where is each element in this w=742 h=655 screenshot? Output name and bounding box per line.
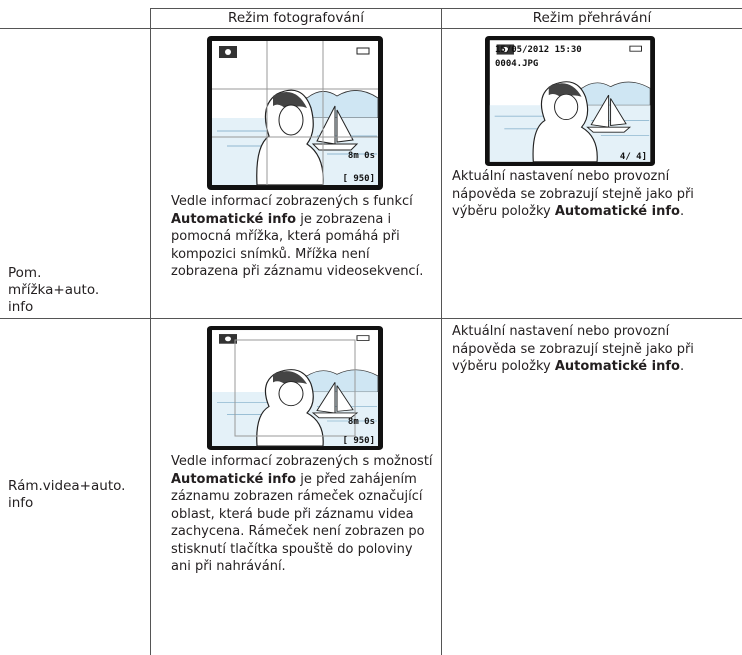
screen-text: 4/ 4] [620, 152, 647, 162]
screen-text: 8m 0s [348, 417, 375, 427]
text: . [679, 359, 685, 374]
text: Vedle informací zobrazených s funkcí [171, 194, 413, 209]
camera-screen: 15/05/2012 15:30 0004.JPG 4/ 4] [485, 36, 655, 166]
text: je zobrazena i pomocná mřížka, která pom… [171, 211, 424, 280]
rule [441, 8, 442, 655]
screen-text: [ 950] [342, 174, 375, 184]
text: . [679, 204, 685, 219]
row-label: Pom. mřížka+auto. info [8, 265, 99, 316]
text: Vedle informací zobrazených s možností [171, 454, 433, 469]
rule [150, 8, 742, 9]
description: Vedle informací zobrazených s funkcí Aut… [171, 193, 433, 281]
camera-screen: 8m 0s [ 950] [207, 326, 383, 450]
bold-text: Automatické info [554, 359, 680, 374]
description: Aktuální nastavení nebo provozní nápověd… [452, 168, 734, 221]
label-line: info [8, 495, 34, 511]
bold-text: Automatické info [171, 211, 297, 227]
column-header: Režim fotografování [228, 10, 364, 26]
description: Vedle informací zobrazených s možností A… [171, 453, 433, 576]
label-line: mřížka+auto. [8, 282, 100, 298]
description: Aktuální nastavení nebo provozní nápověd… [452, 323, 734, 376]
screen-text: [ 950] [342, 436, 375, 446]
text: Aktuální nastavení nebo provozní nápověd… [452, 169, 694, 219]
screen-text: 8m 0s [348, 151, 375, 161]
camera-screen: 8m 0s [ 950] [207, 36, 383, 190]
label-line: Rám.videa+auto. [8, 478, 126, 494]
screen-text: 15/05/2012 15:30 [495, 45, 582, 55]
text: Aktuální nastavení nebo provozní nápověd… [452, 324, 694, 374]
label-line: info [8, 299, 34, 315]
bold-text: Automatické info [554, 204, 680, 219]
rule [0, 318, 742, 319]
label-line: Pom. [8, 265, 42, 281]
row-label: Rám.videa+auto. info [8, 478, 125, 512]
text: je před zahájením záznamu zobrazen rámeč… [171, 471, 425, 575]
rule [150, 8, 151, 655]
rule [0, 28, 742, 29]
bold-text: Automatické info [171, 471, 297, 487]
screen-text: 0004.JPG [495, 59, 538, 69]
column-header: Režim přehrávání [532, 10, 652, 26]
